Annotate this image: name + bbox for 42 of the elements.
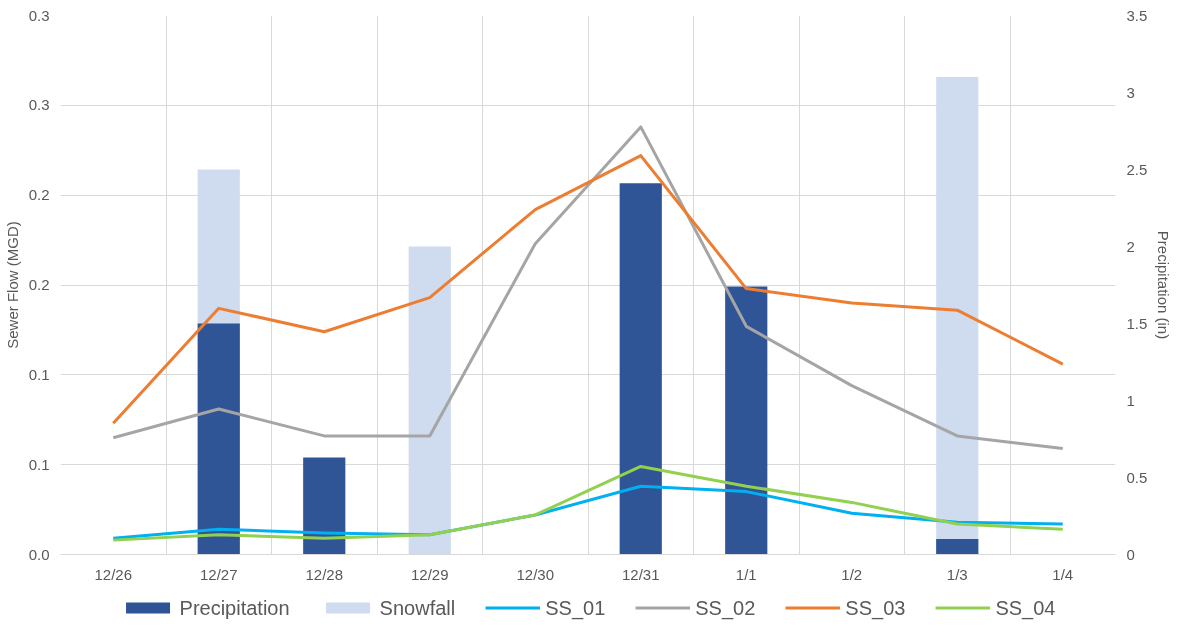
legend-label: SS_03	[845, 596, 906, 619]
y-tick-label: 0.2	[28, 186, 50, 204]
line-series	[111, 125, 1065, 450]
y2-tick-label: 1	[1126, 391, 1135, 409]
bar	[408, 246, 451, 555]
y2-tick-label: 0.5	[1126, 468, 1148, 486]
y-axis-title: Sewer Flow (MGD)	[3, 221, 21, 349]
x-tick-label: 12/26	[94, 565, 133, 583]
y-tick-label: 0.0	[28, 545, 50, 563]
x-tick-label: 1/3	[946, 565, 968, 583]
legend-label: SS_04	[995, 596, 1056, 619]
y2-tick-label: 2.5	[1126, 160, 1148, 178]
y2-tick-label: 3.5	[1126, 6, 1148, 24]
x-tick-label: 12/31	[621, 565, 660, 583]
y-tick-label: 0.1	[28, 455, 50, 473]
x-tick-label: 12/29	[410, 565, 449, 583]
y2-tick-label: 3	[1126, 83, 1135, 101]
y2-tick-label: 1.5	[1126, 314, 1148, 332]
x-tick-label: 12/28	[305, 565, 344, 583]
y-tick-label: 0.2	[28, 276, 50, 293]
bar	[725, 286, 768, 555]
x-tick-label: 1/1	[735, 565, 757, 583]
x-tick-label: 12/30	[516, 565, 555, 583]
line-series	[111, 154, 1065, 425]
y2-tick-label: 0	[1126, 545, 1135, 563]
legend-label: Snowfall	[379, 596, 456, 619]
x-tick-label: 12/27	[199, 565, 238, 583]
legend-label: Precipitation	[179, 596, 290, 619]
x-tick-label: 1/4	[1052, 565, 1074, 583]
y2-tick-label: 2	[1126, 237, 1135, 255]
y-tick-label: 0.1	[28, 365, 50, 383]
bar	[936, 539, 979, 555]
y-tick-label: 0.3	[28, 96, 50, 114]
y2-axis-title: Precipitation (in)	[1155, 230, 1173, 340]
bar	[197, 323, 240, 555]
y-tick-label: 0.3	[28, 6, 50, 24]
legend-label: SS_02	[695, 596, 756, 619]
line-series	[111, 464, 1065, 542]
x-tick-label: 1/2	[841, 565, 863, 583]
bar	[303, 457, 346, 555]
bar	[619, 183, 662, 555]
legend-label: SS_01	[545, 596, 606, 619]
